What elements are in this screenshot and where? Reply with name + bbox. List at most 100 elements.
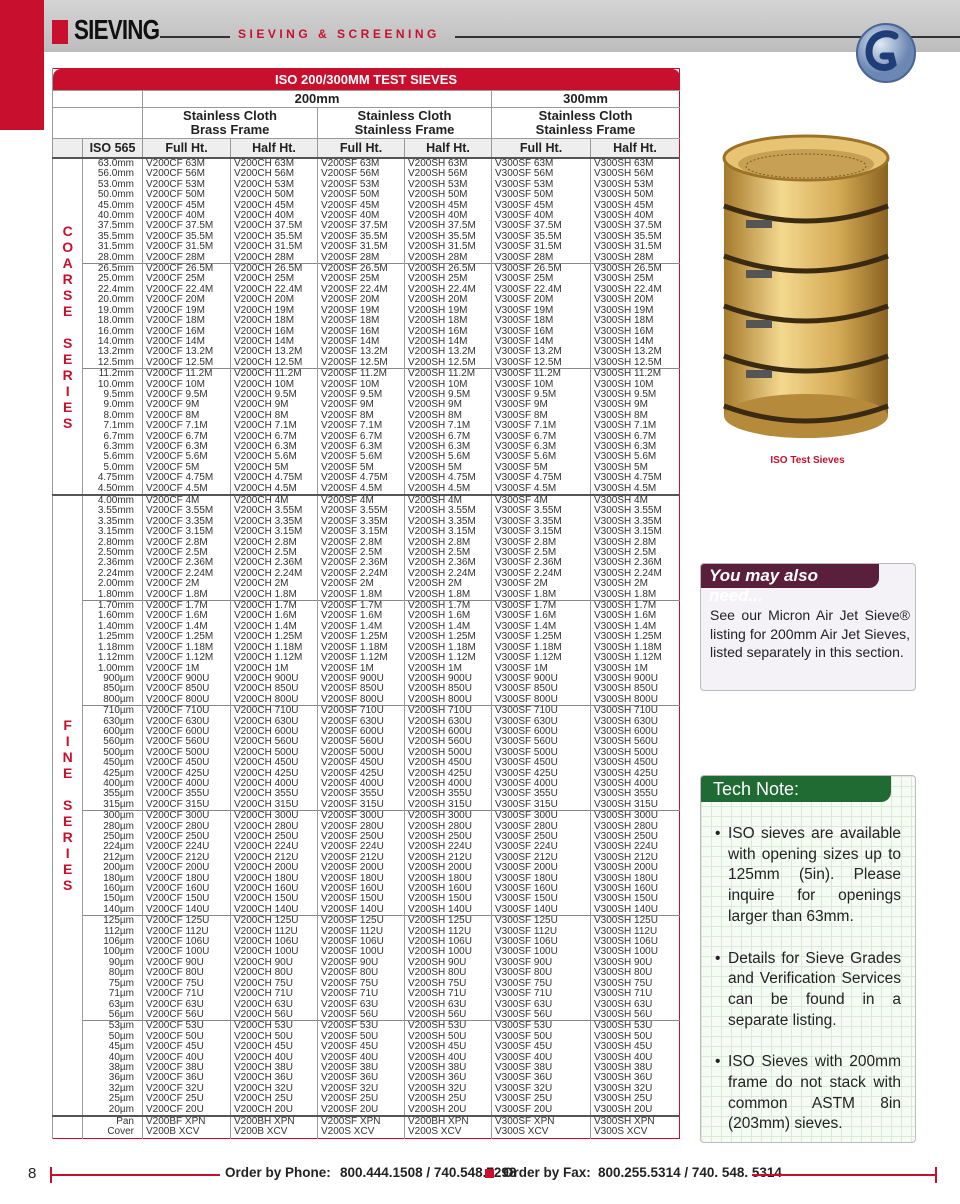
part-number: V300SF 50M (491, 190, 591, 201)
table-row: 53µm V200CF 53U V200CH 53U V200SF 53U V200SH… (53, 1020, 680, 1032)
part-number: V200SH 22.4M (404, 284, 492, 296)
part-number: V300SH 6.7M (589, 431, 680, 442)
sieve-size: 5.0mm (82, 462, 143, 474)
part-number: V200CH 28M (230, 252, 318, 264)
table-row: 150µm V200CF 150U V200CH 150U V200SF 150U V2… (53, 894, 680, 905)
part-number: V200SF 300U (317, 810, 405, 822)
table-row: 2.24mm V200CF 2.24M V200CH 2.24M V200SF 2.2… (53, 568, 680, 580)
part-number: V200SH 31.5M (404, 242, 492, 253)
part-number: V200SF 63U (317, 999, 405, 1010)
table-row: 63µm V200CF 63U V200CH 63U V200SF 63U V200SH… (53, 999, 680, 1010)
part-number: V200SH 14M (404, 336, 492, 348)
part-number: V300SF 4.5M (491, 483, 591, 495)
part-number: V200SH 53U (404, 1020, 492, 1032)
sieve-size: 45.0mm (82, 200, 143, 212)
photo-caption: ISO Test Sieves (770, 455, 845, 466)
table-row: 1.80mm V200CF 1.8M V200CH 1.8M V200SF 1.8M V… (53, 589, 680, 601)
part-number: V200SF 13.2M (317, 347, 405, 358)
sieve-size: 600µm (82, 726, 143, 738)
part-number: V300SH 450U (589, 758, 680, 769)
part-number: V200SH 1.4M (404, 621, 492, 633)
sieve-size: 1.70mm (82, 600, 143, 612)
part-number: V300SH 800U (589, 694, 680, 706)
frame-line: Stainless Frame (354, 122, 455, 137)
part-number: V300SH 112U (589, 926, 680, 938)
table-row: 53.0mm V200CF 53M V200CH 53M V200SF 53M V200… (53, 179, 680, 191)
part-number: V300SH 400U (589, 778, 680, 790)
part-number: V200CF 90U (142, 957, 231, 969)
frame-header: Stainless Cloth Stainless Frame (490, 107, 680, 139)
part-number: V200CH 2.24M (230, 568, 318, 580)
sieve-size: 224µm (82, 842, 143, 853)
part-number: V200SF 3.55M (317, 506, 405, 517)
part-number: V300SF 710U (491, 705, 591, 717)
part-number: V300SH 13.2M (589, 347, 680, 358)
sieve-size: Cover (82, 1127, 143, 1139)
part-number: V300SF 1.25M (491, 632, 591, 643)
column-header: ISO 565 (82, 138, 143, 159)
part-number: V200SF 45M (317, 200, 405, 212)
column-header-row: ISO 565 Full Ht. Half Ht. Full Ht. Half Ht. F… (52, 138, 680, 159)
part-number: V200CF 16M (142, 326, 231, 337)
part-number: V200SH 224U (404, 842, 492, 853)
part-number: V300SF 50U (491, 1031, 591, 1043)
part-number: V300SH 32U (589, 1083, 680, 1095)
part-number: V200SH 80U (404, 968, 492, 979)
part-number: V300SF 140U (491, 904, 591, 916)
part-number: V300SH 6.3M (589, 441, 680, 453)
part-number: V300SF 1.12M (491, 653, 591, 664)
table-row: 630µm V200CF 630U V200CH 630U V200SF 630U V2… (53, 716, 680, 727)
part-number: V300SF 80U (491, 968, 591, 979)
sieve-size: 2.00mm (82, 579, 143, 590)
sieve-size: 1.60mm (82, 611, 143, 622)
table-row: 16.0mm V200CF 16M V200CH 16M V200SF 16M V200… (53, 326, 680, 337)
part-number: V200SH 315U (404, 799, 492, 811)
part-number: V200SF 150U (317, 894, 405, 905)
size-row: 200mm 300mm (52, 90, 680, 108)
part-number: V200CF 3.35M (142, 516, 231, 528)
part-number: V200CH 25U (230, 1094, 318, 1105)
page-number: 8 (28, 1165, 37, 1182)
sieve-size: 900µm (82, 673, 143, 685)
sieve-table: ISO 200/300MM TEST SIEVES 200mm 300mm Sta… (51, 68, 681, 1139)
part-number: V300SH 1.7M (589, 600, 680, 612)
column-header: Full Ht. (317, 138, 405, 159)
table-row: 2.50mm V200CF 2.5M V200CH 2.5M V200SF 2.5M V… (53, 548, 680, 559)
part-number: V200CF 140U (142, 904, 231, 916)
part-number: V200CF 45M (142, 200, 231, 212)
part-number: V200CF 35.5M (142, 231, 231, 243)
table-row: 45µm V200CF 45U V200CH 45U V200SF 45U V200SH… (53, 1042, 680, 1053)
part-number: V200CH 800U (230, 694, 318, 706)
blank (52, 90, 143, 108)
part-number: V300SF 7.1M (491, 421, 591, 432)
sieve-size: 25.0mm (82, 274, 143, 285)
part-number: V300SH 63U (589, 999, 680, 1010)
part-number: V300SH 3.35M (589, 516, 680, 528)
part-number: V300SH 900U (589, 673, 680, 685)
table-row: 6.3mm V200CF 6.3M V200CH 6.3M V200SF 6.3M V2… (53, 441, 680, 453)
part-number: V300SH 280U (589, 821, 680, 832)
part-number: V200SH 10M (404, 379, 492, 390)
part-number: V300S XCV (491, 1127, 591, 1139)
part-number: V200SF 6.7M (317, 431, 405, 442)
part-number: V300SH 45U (589, 1042, 680, 1053)
table-row: 71µm V200CF 71U V200CH 71U V200SF 71U V200SH… (53, 989, 680, 1000)
part-number: V300SH 3.55M (589, 506, 680, 517)
part-number: V200CF 50M (142, 190, 231, 201)
part-number: V200CF 80U (142, 968, 231, 979)
part-number: V200CH 80U (230, 968, 318, 979)
part-number: V200SF 4.5M (317, 483, 405, 495)
part-number: V300SF 560U (491, 737, 591, 748)
part-number: V200CH 53U (230, 1020, 318, 1032)
part-number: V200CH 50U (230, 1031, 318, 1043)
part-number: V200CH 16M (230, 326, 318, 337)
part-number: V200CF 5M (142, 462, 231, 474)
table-row: 4.50mm V200CF 4.5M V200CH 4.5M V200SF 4.5M V… (53, 483, 680, 495)
sieve-size: 75µm (82, 978, 143, 990)
rule (455, 36, 960, 38)
frame-line: Stainless Cloth (538, 108, 633, 123)
size-header: 300mm (490, 90, 680, 108)
part-number: V300SF 100U (491, 947, 591, 958)
part-number: V200CF 150U (142, 894, 231, 905)
part-number: V300SF 224U (491, 842, 591, 853)
